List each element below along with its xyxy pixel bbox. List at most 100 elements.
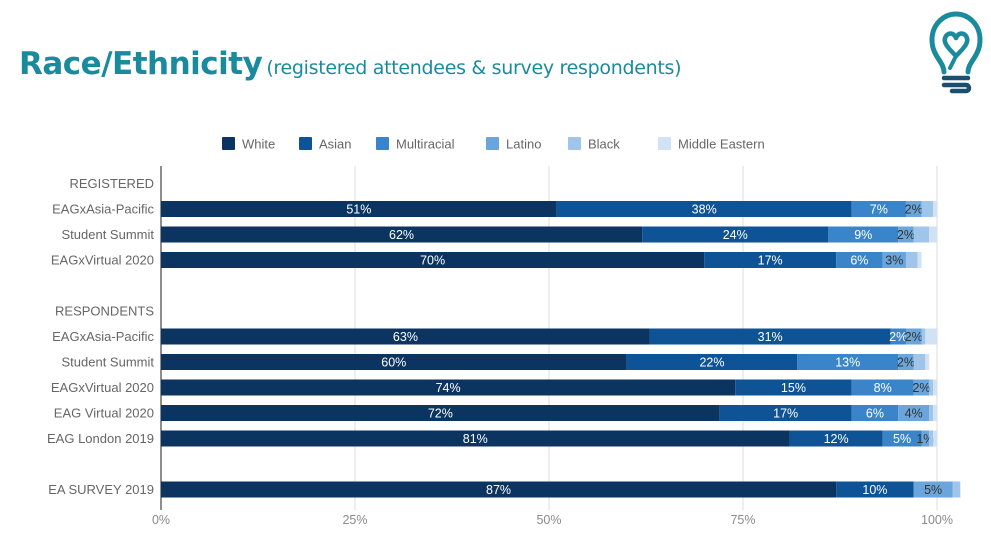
bar-segment-black bbox=[921, 328, 926, 345]
data-label: 3% bbox=[885, 254, 903, 268]
x-tick-label: 100% bbox=[921, 513, 953, 527]
data-label: 60% bbox=[381, 356, 406, 370]
data-label: 74% bbox=[436, 381, 461, 395]
bar-segment-asian bbox=[556, 201, 852, 217]
bar-segment-latino bbox=[898, 405, 930, 421]
bar-segment-multiracial bbox=[828, 226, 899, 243]
legend-swatch bbox=[376, 137, 389, 150]
legend-item: Black bbox=[568, 137, 620, 152]
bar-segment-latino bbox=[905, 201, 922, 217]
data-label: 2% bbox=[897, 228, 915, 242]
bar-segment-multiracial bbox=[851, 201, 906, 217]
bar-segment-multiracial bbox=[882, 430, 922, 447]
bar-segment-asian bbox=[719, 405, 852, 421]
category-label: Student Summit bbox=[62, 227, 155, 242]
legend-item: Latino bbox=[486, 137, 541, 152]
bar-segment-black bbox=[921, 201, 934, 217]
data-label: 22% bbox=[699, 356, 724, 370]
bar-row: 81% 12% 5% 1% bbox=[161, 430, 937, 447]
bar-segment-asian bbox=[836, 481, 914, 498]
legend-label: Middle Eastern bbox=[678, 137, 765, 152]
category-label: EAG Virtual 2020 bbox=[54, 406, 154, 421]
bar-segment-black bbox=[913, 226, 930, 243]
legend-swatch bbox=[222, 137, 235, 150]
bar-segment-white bbox=[161, 252, 705, 268]
bar-segment-white bbox=[161, 226, 643, 243]
bar-segment-middle-eastern bbox=[925, 328, 937, 345]
bar-segment-white bbox=[161, 354, 627, 370]
data-label: 4% bbox=[905, 407, 923, 421]
bar-segment-latino bbox=[882, 252, 906, 268]
data-label: 2% bbox=[905, 203, 923, 217]
title-main: Race/Ethnicity bbox=[19, 46, 263, 82]
legend-item: Middle Eastern bbox=[658, 137, 765, 152]
bar-segment-white bbox=[161, 201, 557, 217]
bar-segment-latino bbox=[898, 354, 914, 370]
group-header: RESPONDENTS bbox=[55, 304, 154, 319]
title-subtitle: (registered attendees & survey responden… bbox=[266, 57, 682, 79]
bar-segment-white bbox=[161, 405, 720, 421]
bar-row: 63% 31% 2%2% bbox=[161, 328, 937, 345]
data-label: 7% bbox=[870, 203, 888, 217]
bar-segment-asian bbox=[735, 379, 852, 396]
legend: White Asian Multiracial Latino Black Middle E… bbox=[222, 137, 765, 152]
data-label: 63% bbox=[393, 330, 418, 344]
bar-segment-white bbox=[161, 328, 650, 345]
data-label: 2% bbox=[889, 330, 907, 344]
bar-segment-asian bbox=[789, 430, 883, 447]
bar-segment-middle-eastern bbox=[929, 226, 937, 243]
bar-segment-asian bbox=[704, 252, 837, 268]
bar-segment-asian bbox=[642, 226, 829, 243]
legend-swatch bbox=[486, 137, 499, 150]
data-label: 15% bbox=[781, 381, 806, 395]
legend-item: Asian bbox=[299, 137, 352, 152]
data-label: 13% bbox=[835, 356, 860, 370]
legend-swatch bbox=[568, 137, 581, 150]
bar-segment-black bbox=[929, 430, 934, 447]
bar-row: 87% 10% 5% bbox=[161, 481, 961, 498]
bar-segment-middle-eastern bbox=[933, 379, 937, 396]
bar-row: 51% 38% 7% 2% bbox=[161, 201, 937, 217]
bar-segment-white bbox=[161, 481, 837, 498]
data-label: 6% bbox=[850, 254, 868, 268]
bars: 51% 38% 7% 2%62% 24% 9% 2%70% 17% 6% 3%63% 31% 2%2%… bbox=[161, 201, 961, 498]
bar-segment-asian bbox=[626, 354, 798, 370]
bar-segment-latino bbox=[913, 379, 930, 396]
data-label: 81% bbox=[463, 432, 488, 446]
category-labels: REGISTERED EAGxAsia-Pacific Student Summit… bbox=[47, 176, 154, 497]
bar-segment-multiracial bbox=[890, 328, 906, 345]
bar-segment-latino bbox=[905, 328, 922, 345]
legend-label: White bbox=[242, 137, 275, 152]
data-label: 8% bbox=[874, 381, 892, 395]
category-label: EAG London 2019 bbox=[47, 431, 154, 446]
bar-row: 70% 17% 6% 3% bbox=[161, 252, 922, 268]
legend-label: Asian bbox=[319, 137, 352, 152]
x-tick-label: 50% bbox=[536, 513, 561, 527]
legend-item: White bbox=[222, 137, 275, 152]
page-title: Race/Ethnicity (registered attendees & su… bbox=[19, 46, 682, 82]
data-label: 51% bbox=[346, 203, 371, 217]
bar-segment-latino bbox=[913, 481, 953, 498]
legend-swatch bbox=[658, 137, 671, 150]
data-label: 87% bbox=[486, 483, 511, 497]
category-label: EAGxAsia-Pacific bbox=[52, 329, 154, 344]
bar-segment-white bbox=[161, 430, 790, 447]
bar-segment-black bbox=[929, 379, 934, 396]
bar-segment-middle-eastern bbox=[917, 252, 922, 268]
data-label: 5% bbox=[893, 432, 911, 446]
data-label: 31% bbox=[758, 330, 783, 344]
data-label: 5% bbox=[924, 483, 942, 497]
bar-segment-middle-eastern bbox=[933, 430, 937, 447]
bar-row: 62% 24% 9% 2% bbox=[161, 226, 937, 243]
bar-segment-middle-eastern bbox=[933, 405, 937, 421]
data-label: 24% bbox=[723, 228, 748, 242]
data-label: 17% bbox=[773, 407, 798, 421]
data-label: 2% bbox=[905, 330, 923, 344]
bar-segment-multiracial bbox=[851, 379, 914, 396]
data-label: 72% bbox=[428, 407, 453, 421]
legend-swatch bbox=[299, 137, 312, 150]
data-label: 70% bbox=[420, 254, 445, 268]
bar-segment-white bbox=[161, 379, 736, 396]
category-label: EAGxAsia-Pacific bbox=[52, 202, 154, 217]
